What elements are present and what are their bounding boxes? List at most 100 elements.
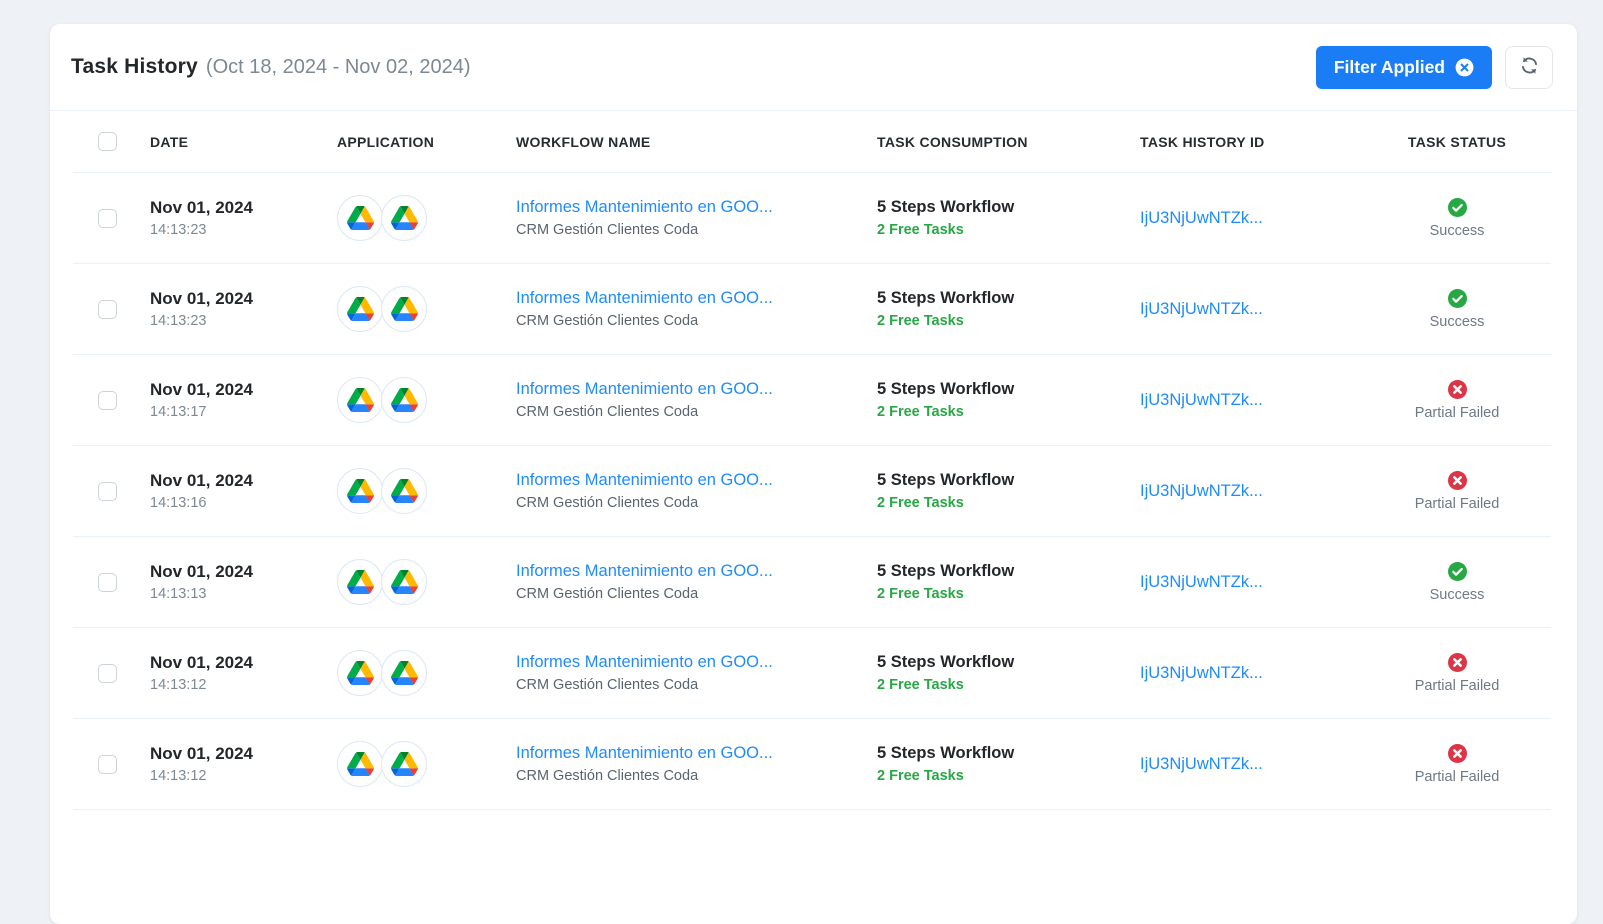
date-range: (Oct 18, 2024 - Nov 02, 2024) — [205, 56, 471, 78]
workflow-name-link[interactable]: Informes Mantenimiento en GOO... — [516, 562, 773, 580]
task-history-table: DATE APPLICATION WORKFLOW NAME TASK CONS… — [73, 111, 1551, 810]
task-status-cell: Partial Failed — [1363, 470, 1551, 512]
task-date: Nov 01, 2024 — [150, 562, 254, 581]
row-checkbox[interactable] — [98, 663, 117, 683]
column-header-task-history-id: TASK HISTORY ID — [1140, 133, 1265, 150]
google-drive-icon — [337, 377, 383, 423]
task-time: 14:13:12 — [150, 768, 207, 784]
task-consumption-cell: 5 Steps Workflow 2 Free Tasks — [877, 744, 1140, 784]
x-circle-icon — [1447, 652, 1467, 672]
table-row: Nov 01, 2024 14:13:12 — [73, 719, 1551, 810]
row-checkbox[interactable] — [98, 481, 117, 501]
task-history-id-link[interactable]: IjU3NjUwNTZk... — [1140, 481, 1263, 500]
column-header-date: DATE — [150, 133, 189, 150]
task-status-cell: Partial Failed — [1363, 379, 1551, 421]
application-cell — [337, 377, 516, 423]
google-drive-icon — [381, 559, 427, 605]
refresh-button[interactable] — [1505, 45, 1553, 89]
row-checkbox-cell — [73, 208, 150, 228]
free-tasks-count: 2 Free Tasks — [877, 677, 964, 693]
task-history-id-cell: IjU3NjUwNTZk... — [1140, 573, 1363, 592]
status-label: Partial Failed — [1414, 404, 1500, 421]
x-circle-icon — [1447, 743, 1467, 763]
task-status-cell: Success — [1363, 561, 1551, 603]
task-consumption-cell: 5 Steps Workflow 2 Free Tasks — [877, 289, 1140, 329]
table-row: Nov 01, 2024 14:13:12 — [73, 628, 1551, 719]
date-cell: Nov 01, 2024 14:13:23 — [150, 289, 337, 329]
table-row: Nov 01, 2024 14:13:13 — [73, 537, 1551, 628]
table-header-row: DATE APPLICATION WORKFLOW NAME TASK CONS… — [73, 111, 1551, 173]
status-label: Success — [1429, 222, 1485, 239]
check-circle-icon — [1447, 561, 1467, 581]
free-tasks-count: 2 Free Tasks — [877, 768, 964, 784]
workflow-name-link[interactable]: Informes Mantenimiento en GOO... — [516, 653, 773, 671]
check-circle-icon — [1447, 197, 1467, 217]
column-header-workflow-name: WORKFLOW NAME — [516, 133, 651, 150]
row-checkbox[interactable] — [98, 208, 117, 228]
row-checkbox-cell — [73, 663, 150, 683]
free-tasks-count: 2 Free Tasks — [877, 586, 964, 602]
application-cell — [337, 559, 516, 605]
select-all-checkbox[interactable] — [98, 132, 117, 151]
steps-count: 5 Steps Workflow — [877, 380, 1015, 398]
row-checkbox-cell — [73, 754, 150, 774]
google-drive-icon — [337, 468, 383, 514]
google-drive-icon — [337, 286, 383, 332]
task-history-id-cell: IjU3NjUwNTZk... — [1140, 482, 1363, 501]
task-date: Nov 01, 2024 — [150, 380, 254, 399]
row-checkbox-cell — [73, 390, 150, 410]
workflow-name-link[interactable]: Informes Mantenimiento en GOO... — [516, 380, 773, 398]
task-history-id-link[interactable]: IjU3NjUwNTZk... — [1140, 208, 1263, 227]
google-drive-icon — [337, 741, 383, 787]
application-cell — [337, 741, 516, 787]
status-label: Success — [1429, 586, 1485, 603]
task-date: Nov 01, 2024 — [150, 289, 254, 308]
workflow-name-link[interactable]: Informes Mantenimiento en GOO... — [516, 471, 773, 489]
workflow-folder: CRM Gestión Clientes Coda — [516, 404, 699, 420]
application-cell — [337, 195, 516, 241]
row-checkbox[interactable] — [98, 572, 117, 592]
task-time: 14:13:17 — [150, 404, 207, 420]
table-body: Nov 01, 2024 14:13:23 — [73, 173, 1551, 810]
task-date: Nov 01, 2024 — [150, 198, 254, 217]
steps-count: 5 Steps Workflow — [877, 653, 1015, 671]
workflow-name-link[interactable]: Informes Mantenimiento en GOO... — [516, 289, 773, 307]
status-label: Success — [1429, 313, 1485, 330]
application-cell — [337, 468, 516, 514]
task-consumption-cell: 5 Steps Workflow 2 Free Tasks — [877, 653, 1140, 693]
task-status-cell: Success — [1363, 197, 1551, 239]
free-tasks-count: 2 Free Tasks — [877, 222, 964, 238]
task-history-id-link[interactable]: IjU3NjUwNTZk... — [1140, 572, 1263, 591]
free-tasks-count: 2 Free Tasks — [877, 495, 964, 511]
workflow-name-link[interactable]: Informes Mantenimiento en GOO... — [516, 744, 773, 762]
column-header-task-status: TASK STATUS — [1407, 133, 1507, 150]
workflow-folder: CRM Gestión Clientes Coda — [516, 586, 699, 602]
filter-applied-button[interactable]: Filter Applied — [1315, 45, 1492, 89]
workflow-folder: CRM Gestión Clientes Coda — [516, 222, 699, 238]
task-history-id-cell: IjU3NjUwNTZk... — [1140, 300, 1363, 319]
status-label: Partial Failed — [1414, 495, 1500, 512]
task-time: 14:13:13 — [150, 586, 207, 602]
header-actions: Filter Applied — [1315, 45, 1553, 89]
workflow-cell: Informes Mantenimiento en GOO... CRM Ges… — [516, 653, 877, 693]
google-drive-icon — [381, 195, 427, 241]
task-history-id-cell: IjU3NjUwNTZk... — [1140, 209, 1363, 228]
task-history-card: Task History (Oct 18, 2024 - Nov 02, 202… — [50, 24, 1577, 924]
workflow-cell: Informes Mantenimiento en GOO... CRM Ges… — [516, 198, 877, 238]
row-checkbox[interactable] — [98, 754, 117, 774]
task-time: 14:13:16 — [150, 495, 207, 511]
google-drive-icon — [381, 286, 427, 332]
workflow-folder: CRM Gestión Clientes Coda — [516, 677, 699, 693]
row-checkbox-cell — [73, 481, 150, 501]
task-history-id-link[interactable]: IjU3NjUwNTZk... — [1140, 663, 1263, 682]
row-checkbox-cell — [73, 299, 150, 319]
task-history-id-link[interactable]: IjU3NjUwNTZk... — [1140, 299, 1263, 318]
google-drive-icon — [381, 650, 427, 696]
task-history-id-link[interactable]: IjU3NjUwNTZk... — [1140, 390, 1263, 409]
task-history-id-link[interactable]: IjU3NjUwNTZk... — [1140, 754, 1263, 773]
row-checkbox[interactable] — [98, 390, 117, 410]
task-consumption-cell: 5 Steps Workflow 2 Free Tasks — [877, 562, 1140, 602]
circle-x-icon[interactable] — [1455, 58, 1474, 77]
row-checkbox[interactable] — [98, 299, 117, 319]
workflow-name-link[interactable]: Informes Mantenimiento en GOO... — [516, 198, 773, 216]
